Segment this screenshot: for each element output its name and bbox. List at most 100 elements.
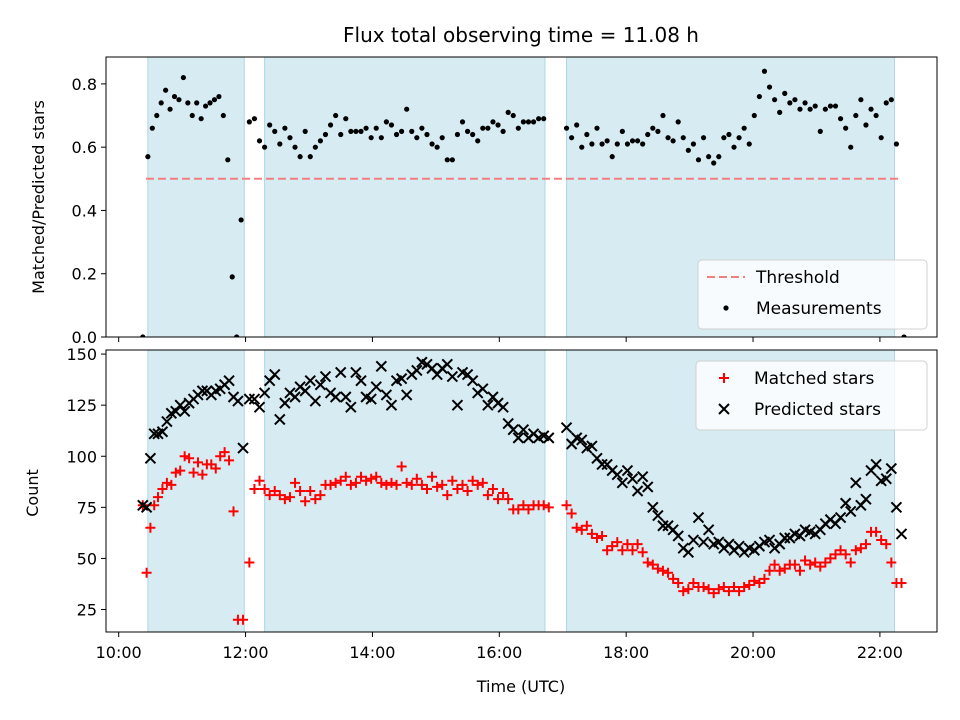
measurement-point — [495, 122, 501, 128]
x-tick-label: 12:00 — [223, 643, 269, 662]
measurement-point — [650, 125, 656, 131]
ratio-y-tick-label: 0.2 — [72, 265, 97, 284]
measurement-point — [225, 157, 231, 163]
matched-star-point — [749, 575, 760, 586]
predicted-star-point — [411, 364, 423, 377]
matched-star-point — [175, 465, 186, 476]
measurement-point — [189, 112, 195, 119]
matched-star-point — [290, 477, 301, 488]
measurement-point — [424, 131, 430, 138]
measurement-point — [520, 119, 527, 125]
matched-star-point — [678, 586, 689, 597]
measurement-point — [176, 97, 182, 103]
measurement-point — [530, 119, 537, 125]
measurement-point — [599, 141, 605, 147]
measurement-point — [297, 154, 303, 160]
matched-star-point — [219, 447, 230, 458]
count-y-tick-label: 50 — [77, 549, 97, 568]
ratio-y-tick-label: 0.4 — [72, 201, 97, 220]
predicted-star-point — [289, 391, 301, 403]
predicted-star-point — [512, 432, 525, 444]
predicted-star-point — [258, 387, 271, 399]
measurement-point — [787, 100, 793, 106]
matched-star-point — [340, 471, 351, 482]
predicted-star-point — [223, 374, 235, 387]
measurement-point — [333, 112, 339, 119]
matched-star-point — [269, 486, 280, 496]
matched-star-point — [810, 557, 821, 568]
x-tick-label: 20:00 — [730, 643, 776, 662]
matched-star-point — [729, 582, 740, 593]
matched-star-point — [401, 477, 412, 488]
measurement-point — [609, 154, 615, 160]
matched-star-point — [254, 475, 265, 486]
predicted-star-point — [702, 524, 715, 536]
matched-star-point — [330, 477, 341, 488]
predicted-star-point — [161, 415, 173, 428]
matched-star-point — [713, 584, 724, 595]
measurement-point — [287, 135, 293, 141]
predicted-star-point — [144, 452, 157, 465]
matched-star-point — [871, 526, 882, 537]
predicted-star-point — [692, 511, 705, 524]
matched-star-point — [335, 475, 346, 486]
measurement-point — [893, 141, 900, 147]
matched-star-point — [840, 549, 851, 560]
matched-star-point — [820, 557, 831, 568]
predicted-star-point — [586, 440, 598, 452]
measurement-point — [419, 125, 425, 131]
predicted-star-point — [451, 399, 464, 411]
measurement-point — [660, 112, 666, 119]
predicted-star-point — [477, 383, 489, 395]
x-tick-label: 14:00 — [349, 643, 395, 662]
matched-star-point — [523, 504, 534, 515]
matched-star-point — [310, 494, 321, 505]
matched-star-point — [503, 494, 514, 505]
matched-star-point — [141, 567, 152, 578]
matched-star-point — [581, 520, 592, 531]
matched-star-point — [295, 486, 306, 496]
matched-star-point — [571, 522, 582, 533]
matched-star-point — [794, 565, 805, 576]
measurement-point — [292, 144, 298, 150]
chart-title: Flux total observing time = 11.08 h — [343, 23, 699, 47]
measurement-point — [736, 135, 742, 141]
ratio-legend: Threshold Measurements — [697, 259, 928, 330]
matched-star-point — [769, 559, 780, 570]
measurement-point — [393, 131, 400, 138]
predicted-star-point — [174, 399, 186, 411]
legend-swatch-plus — [719, 373, 729, 383]
measurement-point — [579, 144, 585, 150]
predicted-star-point — [611, 468, 623, 481]
measurement-point — [140, 334, 146, 337]
ratio-y-tick-label: 0.8 — [72, 75, 97, 94]
matched-star-point — [602, 545, 613, 556]
matched-star-point — [815, 561, 826, 572]
measurement-point — [756, 93, 762, 100]
measurement-point — [807, 106, 813, 112]
measurement-point — [614, 141, 620, 147]
matched-star-point — [612, 537, 623, 548]
measurement-point — [711, 160, 717, 166]
measurement-point — [863, 122, 869, 128]
matched-star-point — [673, 577, 684, 588]
matched-star-point — [652, 563, 663, 574]
measurement-point — [675, 119, 681, 125]
matched-star-point — [345, 479, 356, 490]
measurement-point — [695, 157, 702, 163]
measurement-point — [665, 135, 671, 141]
measurement-point — [690, 141, 697, 147]
measurement-point — [171, 93, 178, 100]
measurement-point — [343, 116, 349, 122]
measurement-point — [470, 131, 476, 138]
matched-star-point — [566, 508, 577, 519]
measurement-point — [868, 106, 874, 112]
predicted-star-point — [850, 477, 862, 489]
matched-star-point — [170, 467, 181, 478]
measurement-point — [282, 125, 288, 131]
matched-star-point — [543, 502, 554, 513]
measurement-point — [158, 100, 164, 106]
predicted-star-point — [441, 358, 453, 371]
measurement-point — [267, 122, 273, 128]
measurement-point — [383, 119, 389, 125]
